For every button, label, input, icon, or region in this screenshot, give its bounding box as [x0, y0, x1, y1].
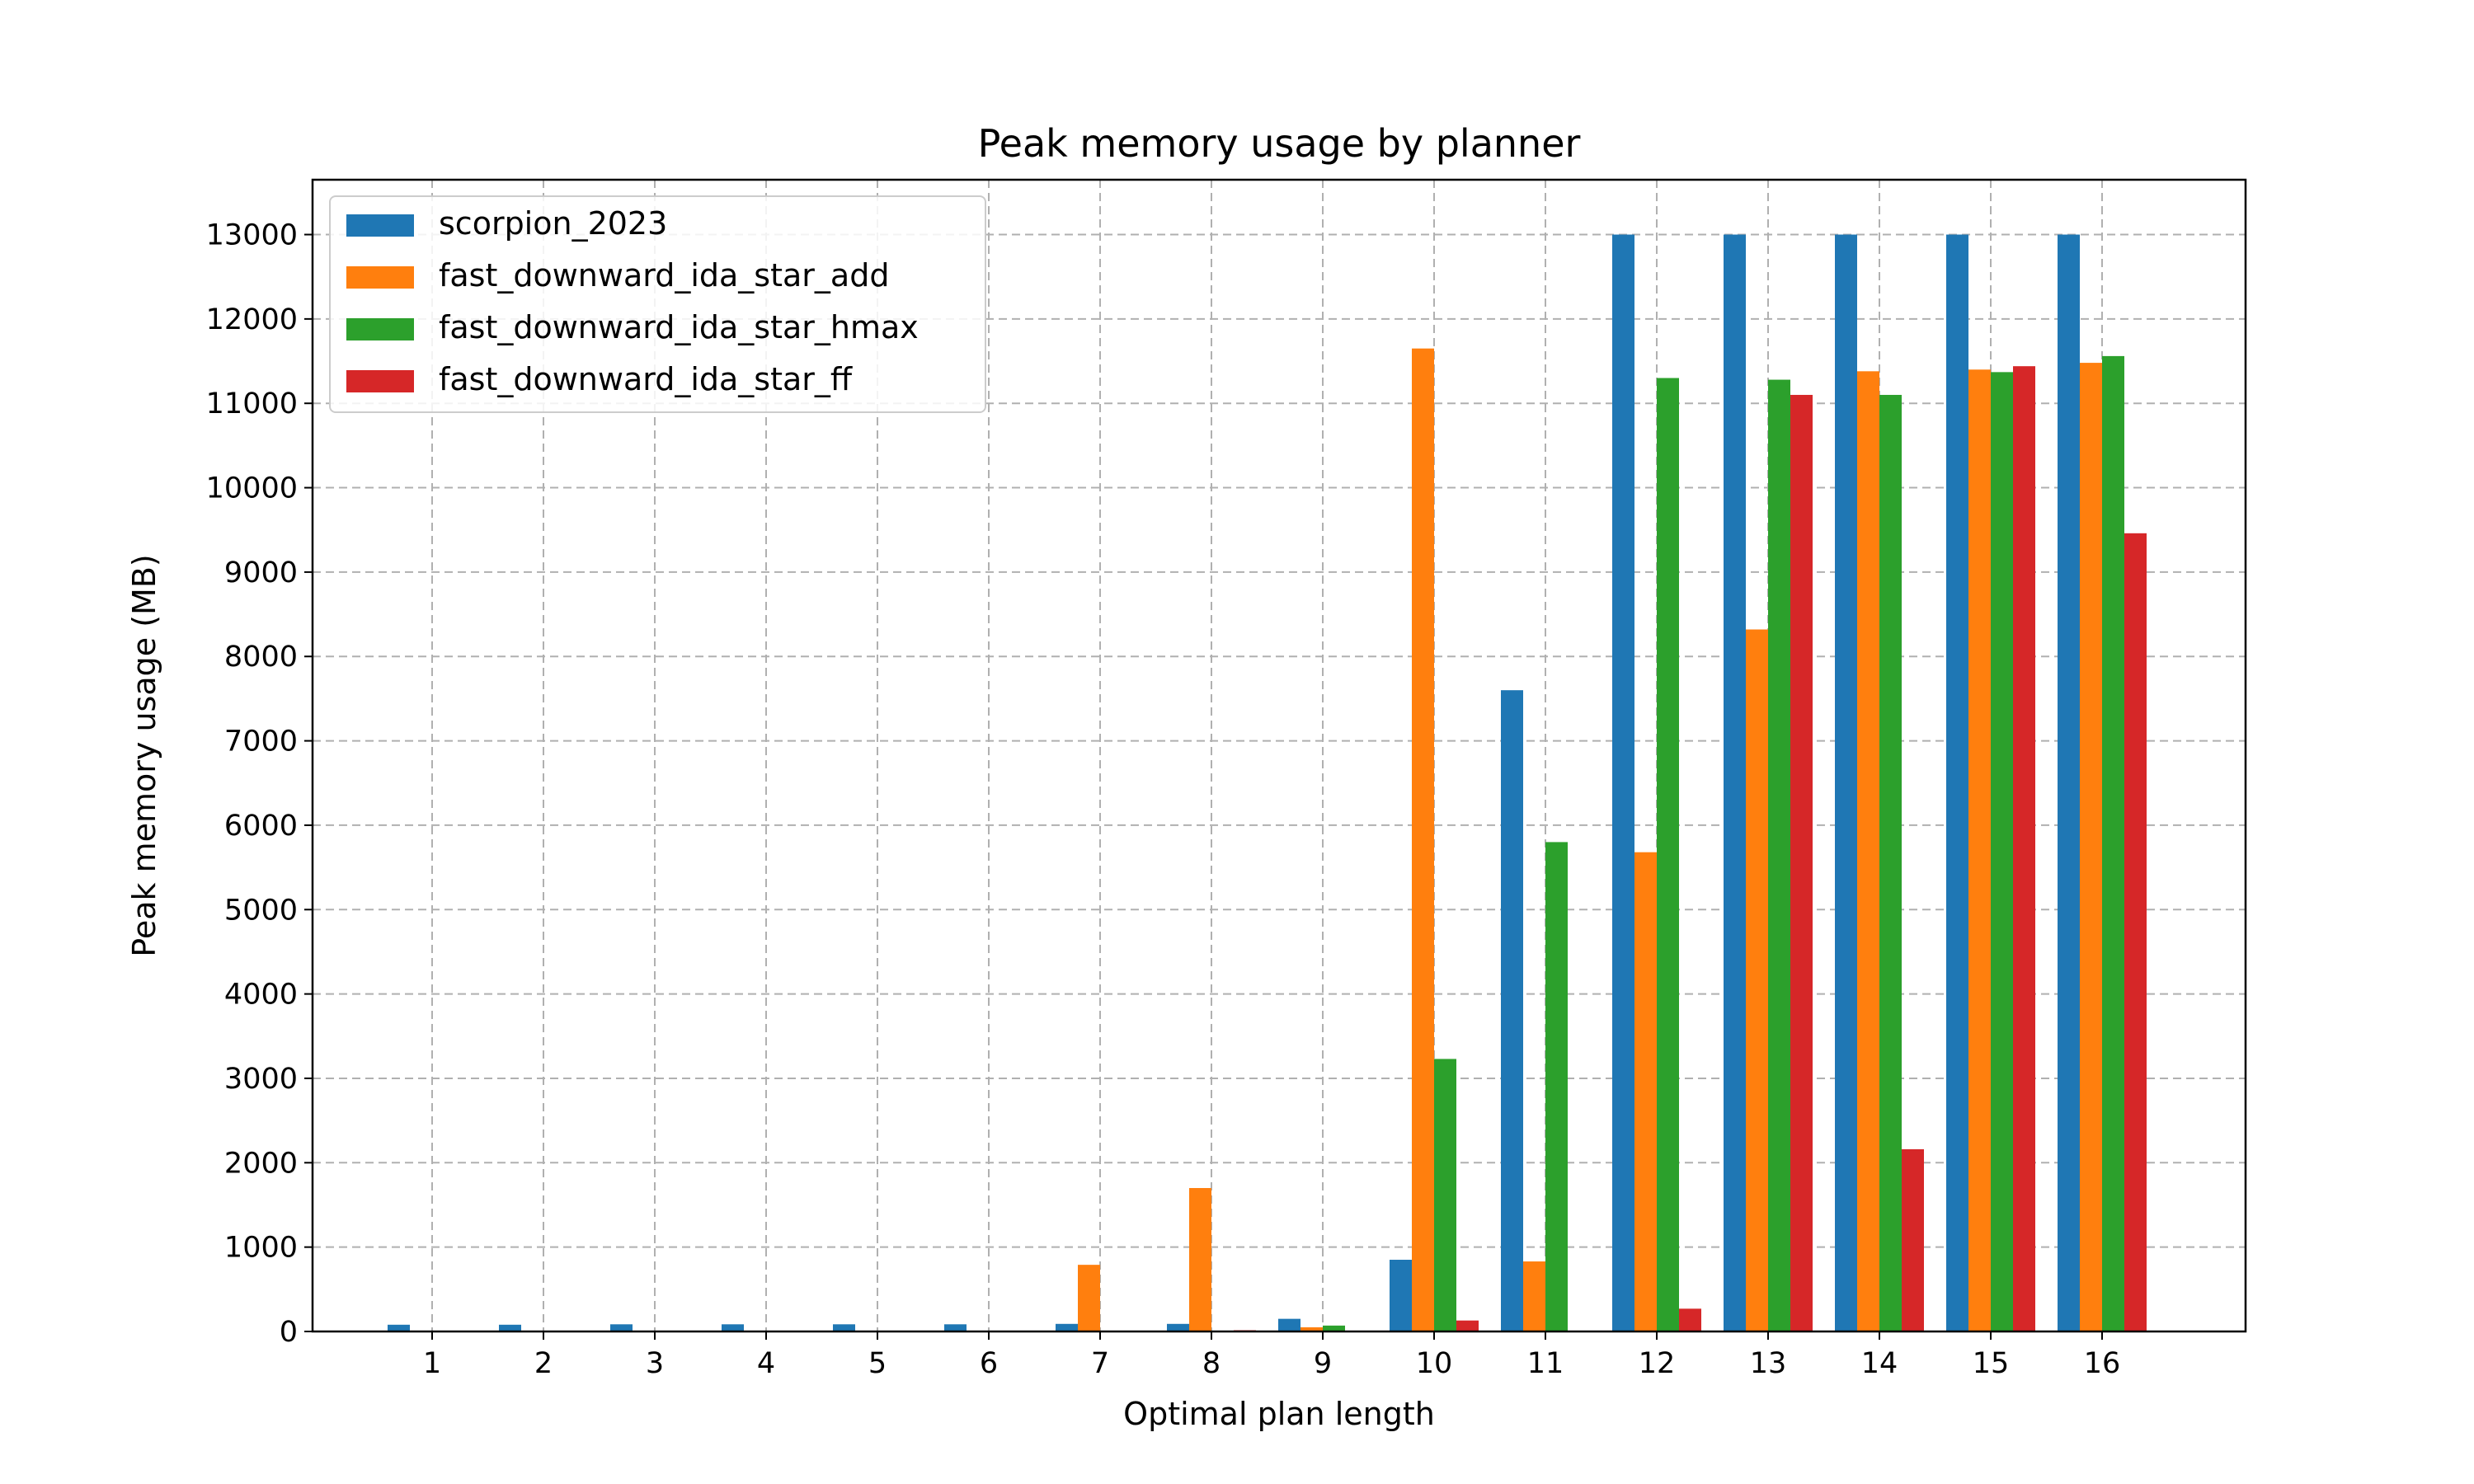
bar-fast-downward-ida-star-add-10	[1412, 348, 1434, 1331]
y-tick-label: 1000	[224, 1232, 298, 1265]
bar-scorpion-2023-16	[2058, 234, 2080, 1331]
x-tick-label: 3	[646, 1347, 664, 1380]
x-tick-label: 12	[1639, 1347, 1676, 1380]
x-tick-label: 15	[1973, 1347, 2010, 1380]
chart-title: Peak memory usage by planner	[978, 121, 1581, 166]
bar-fast-downward-ida-star-hmax-13	[1768, 379, 1790, 1331]
plot-frame	[311, 178, 2247, 1333]
x-tick-label: 5	[868, 1347, 887, 1380]
y-tick-label: 0	[280, 1316, 298, 1349]
legend-entry: fast_downward_ida_star_ff	[439, 361, 853, 397]
bar-fast-downward-ida-star-hmax-14	[1879, 394, 1902, 1331]
bar-fast-downward-ida-star-add-16	[2080, 363, 2102, 1332]
y-tick-label: 12000	[206, 303, 298, 336]
bar-fast-downward-ida-star-add-9	[1300, 1327, 1323, 1331]
legend-entry: scorpion_2023	[439, 205, 667, 242]
bar-fast-downward-ida-star-ff-16	[2124, 533, 2147, 1331]
y-tick-label: 7000	[224, 726, 298, 758]
bar-scorpion-2023-10	[1390, 1260, 1412, 1331]
x-tick-label: 8	[1202, 1347, 1221, 1380]
ticks: 0 1000 2000 3000 4000 5000 6000 7000 8000 9000 100…	[206, 219, 2121, 1380]
bar-scorpion-2023-15	[1946, 234, 1968, 1331]
bar-fast-downward-ida-star-hmax-10	[1434, 1059, 1456, 1331]
legend-swatch	[346, 318, 414, 340]
legend-box	[329, 195, 986, 413]
x-tick-label: 9	[1314, 1347, 1332, 1380]
bar-scorpion-2023-7	[1056, 1323, 1078, 1331]
bar-scorpion-2023-13	[1724, 234, 1746, 1331]
x-tick-label: 6	[980, 1347, 998, 1380]
bars	[388, 234, 2147, 1332]
bar-scorpion-2023-6	[944, 1324, 967, 1331]
y-tick-label: 9000	[224, 556, 298, 589]
y-tick-label: 8000	[224, 641, 298, 674]
y-tick-label: 5000	[224, 894, 298, 927]
bar-scorpion-2023-2	[499, 1324, 521, 1331]
y-axis-label: Peak memory usage (MB)	[126, 554, 162, 956]
bar-fast-downward-ida-star-add-14	[1857, 371, 1879, 1331]
x-tick-label: 10	[1416, 1347, 1453, 1380]
x-tick-label: 4	[757, 1347, 775, 1380]
bar-fast-downward-ida-star-add-12	[1634, 852, 1657, 1331]
x-tick-label: 16	[2084, 1347, 2121, 1380]
bar-scorpion-2023-3	[610, 1324, 633, 1331]
bar-scorpion-2023-11	[1501, 690, 1523, 1331]
bar-fast-downward-ida-star-ff-14	[1902, 1148, 1924, 1331]
bar-scorpion-2023-8	[1167, 1323, 1189, 1331]
bar-fast-downward-ida-star-ff-13	[1790, 394, 1813, 1331]
legend-swatch	[346, 266, 414, 289]
y-tick-label: 2000	[224, 1147, 298, 1180]
bar-scorpion-2023-12	[1612, 234, 1634, 1331]
bar-scorpion-2023-9	[1278, 1318, 1300, 1331]
legend: scorpion_2023 fast_downward_ida_star_addf…	[329, 195, 986, 413]
bar-fast-downward-ida-star-hmax-11	[1545, 842, 1568, 1331]
y-tick-label: 4000	[224, 979, 298, 1012]
legend-entry: fast_downward_ida_star_hmax	[439, 309, 919, 345]
bar-fast-downward-ida-star-ff-15	[2013, 366, 2035, 1332]
y-tick-label: 11000	[206, 387, 298, 420]
bar-fast-downward-ida-star-add-11	[1523, 1261, 1545, 1331]
y-tick-label: 6000	[224, 810, 298, 843]
x-tick-label: 14	[1861, 1347, 1898, 1380]
bar-fast-downward-ida-star-add-7	[1078, 1265, 1100, 1331]
legend-swatch	[346, 370, 414, 392]
x-tick-label: 7	[1091, 1347, 1109, 1380]
legend-entry: fast_downward_ida_star_add	[439, 257, 889, 294]
bar-fast-downward-ida-star-add-13	[1746, 629, 1768, 1331]
bar-fast-downward-ida-star-hmax-9	[1323, 1325, 1345, 1331]
legend-swatch	[346, 214, 414, 237]
bar-fast-downward-ida-star-hmax-15	[1991, 372, 2013, 1331]
x-tick-label: 1	[423, 1347, 441, 1380]
bar-fast-downward-ida-star-ff-10	[1456, 1320, 1479, 1331]
y-tick-label: 13000	[206, 219, 298, 252]
bar-fast-downward-ida-star-ff-12	[1679, 1308, 1701, 1331]
x-axis-label: Optimal plan length	[1123, 1396, 1435, 1432]
bar-fast-downward-ida-star-hmax-16	[2102, 355, 2124, 1331]
x-tick-label: 2	[534, 1347, 553, 1380]
x-tick-label: 11	[1527, 1347, 1564, 1380]
bar-scorpion-2023-1	[388, 1324, 410, 1331]
x-tick-label: 13	[1750, 1347, 1787, 1380]
bar-fast-downward-ida-star-add-8	[1189, 1188, 1211, 1331]
y-tick-label: 10000	[206, 472, 298, 505]
bar-scorpion-2023-4	[722, 1324, 744, 1331]
bar-fast-downward-ida-star-add-15	[1968, 369, 1991, 1332]
y-tick-label: 3000	[224, 1063, 298, 1096]
bar-scorpion-2023-14	[1835, 234, 1857, 1331]
bar-scorpion-2023-5	[833, 1324, 855, 1331]
bar-fast-downward-ida-star-hmax-12	[1657, 378, 1679, 1331]
